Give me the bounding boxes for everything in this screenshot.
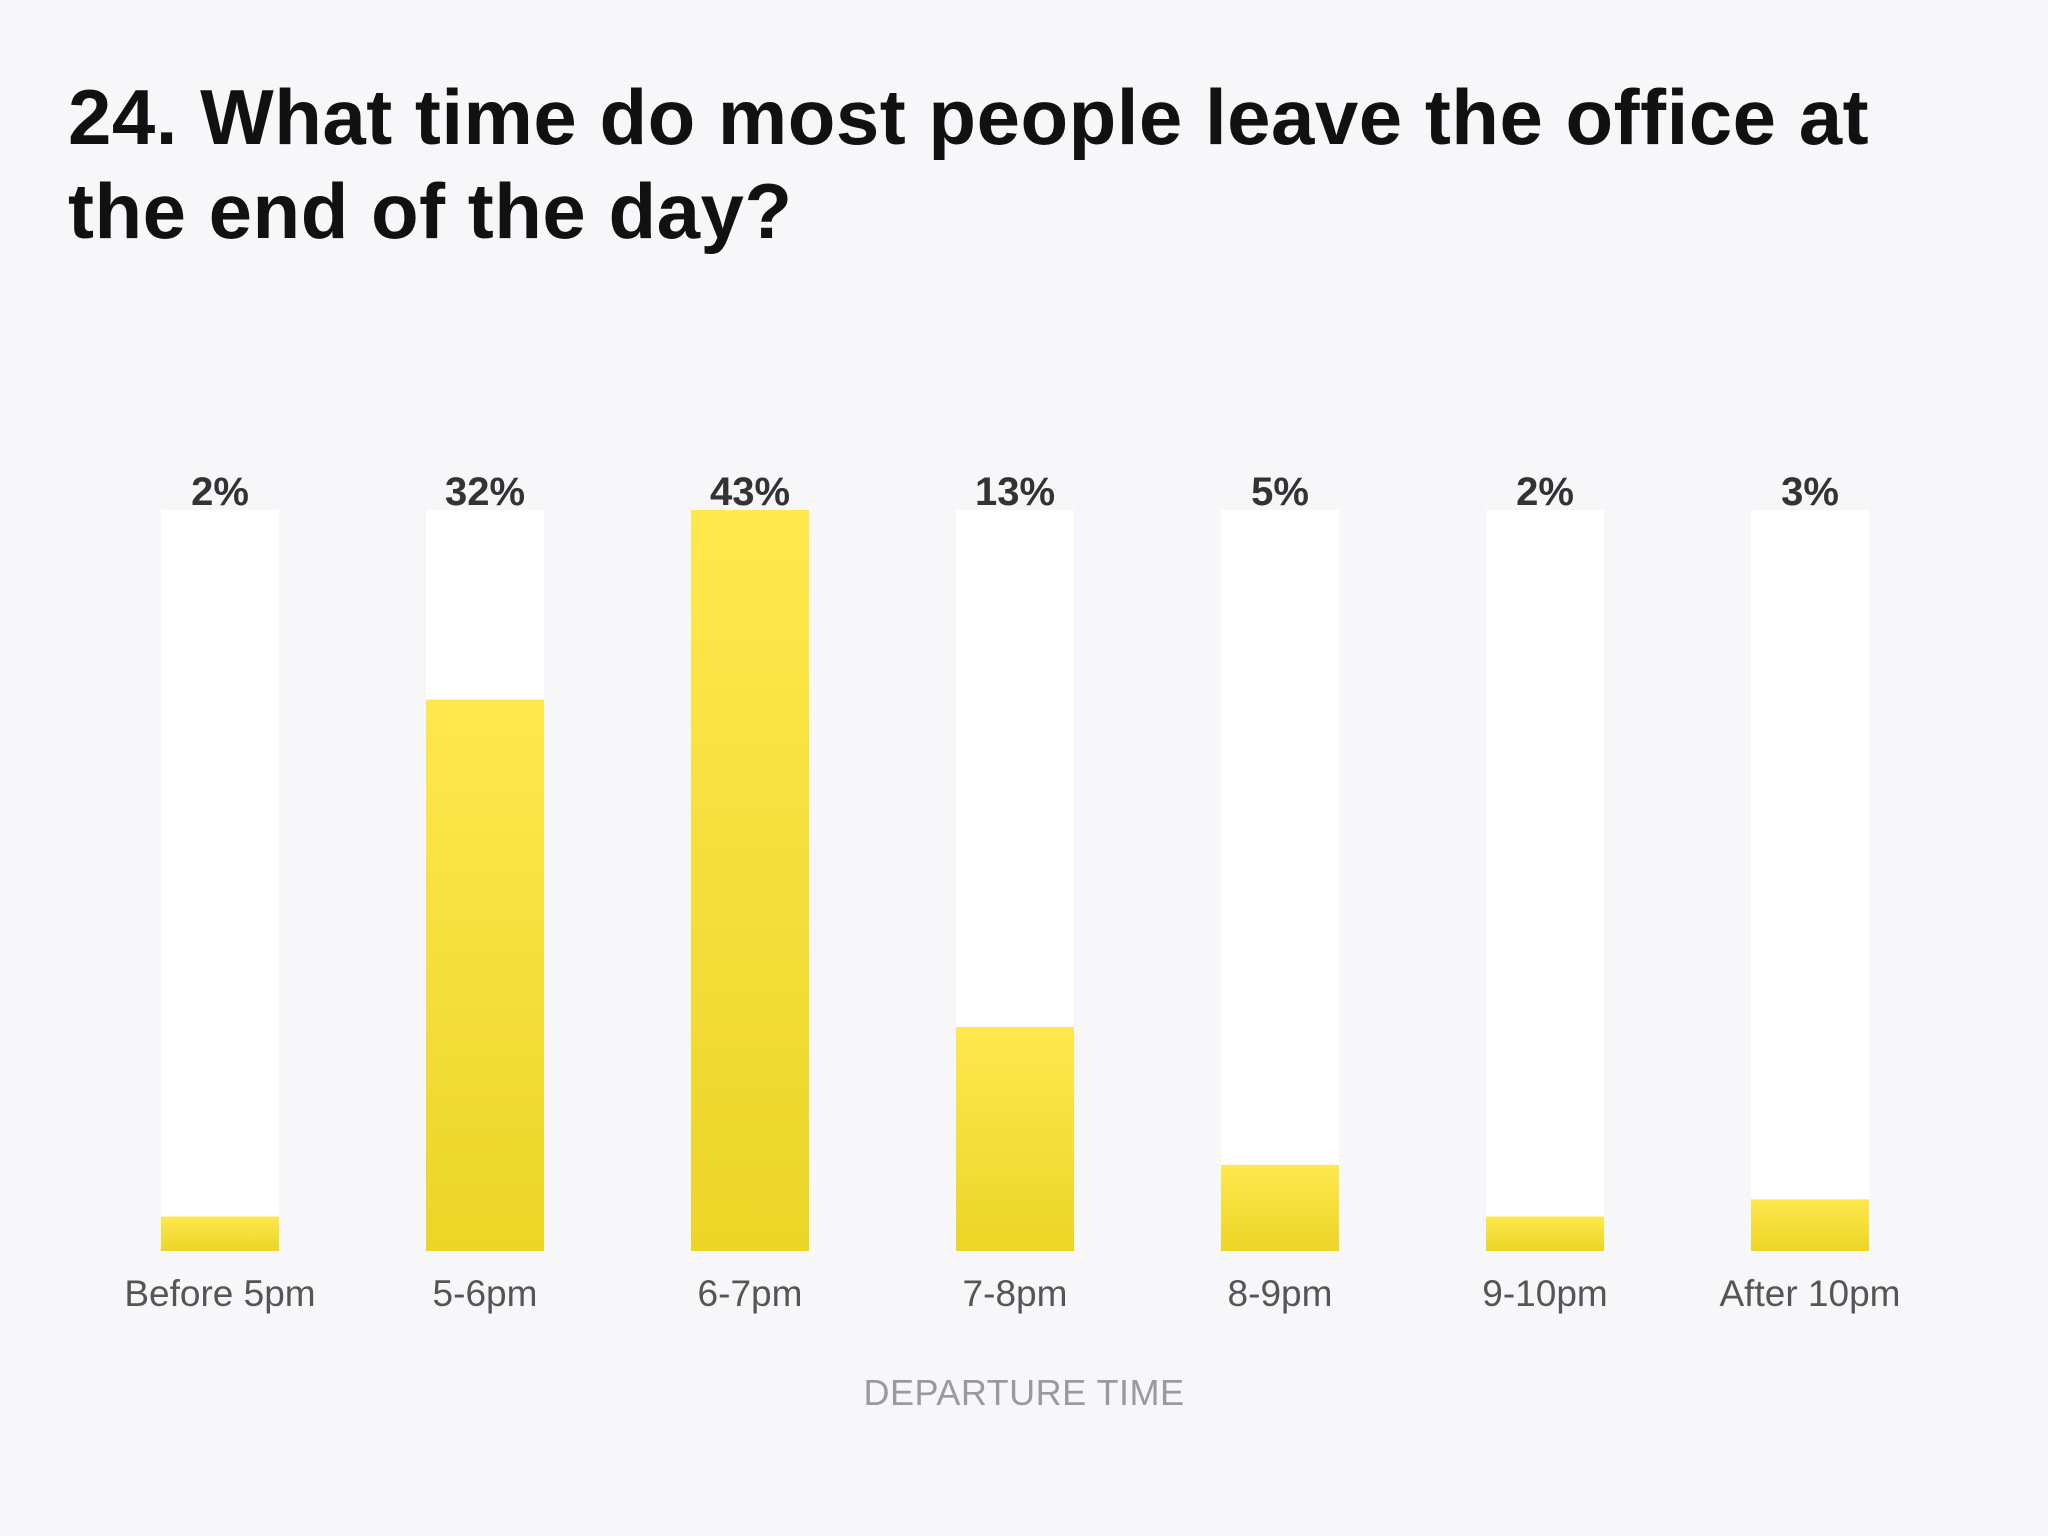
category-label: After 10pm [1720,1273,1901,1314]
bar [1486,1216,1604,1251]
value-label: 2% [1516,470,1574,514]
bar-group: 32% 5-6pm [426,470,544,1314]
bar [1751,1199,1869,1251]
bar [1221,1164,1339,1251]
value-label: 3% [1781,470,1839,514]
value-label: 2% [191,470,249,514]
category-label: 6-7pm [698,1273,803,1314]
bar [691,510,809,1251]
category-label: 7-8pm [963,1273,1068,1314]
bar [426,699,544,1251]
bar-group: 3% After 10pm [1720,470,1901,1314]
bar [161,1216,279,1251]
bar-track [1221,510,1339,1251]
bar-group: 5% 8-9pm [1221,470,1339,1314]
category-label: 9-10pm [1482,1273,1607,1314]
bar-group: 43% 6-7pm [691,470,809,1314]
x-axis-label: DEPARTURE TIME [863,1372,1185,1413]
value-label: 13% [975,470,1055,514]
bar-track [1486,510,1604,1251]
bar [956,1026,1074,1251]
chart-title: 24. What time do most people leave the o… [68,73,1870,255]
value-label: 5% [1251,470,1309,514]
bars-layer: 2% Before 5pm 32% 5-6pm 43% 6-7pm 13% 7-8pm 5% 8-… [124,470,1900,1314]
value-label: 43% [710,470,790,514]
bar-group: 2% Before 5pm [124,470,315,1314]
category-label: Before 5pm [124,1273,315,1314]
bar-track [161,510,279,1251]
category-label: 8-9pm [1228,1273,1333,1314]
bar-group: 2% 9-10pm [1482,470,1607,1314]
bar-track [1751,510,1869,1251]
category-label: 5-6pm [433,1273,538,1314]
value-label: 32% [445,470,525,514]
bar-group: 13% 7-8pm [956,470,1074,1314]
